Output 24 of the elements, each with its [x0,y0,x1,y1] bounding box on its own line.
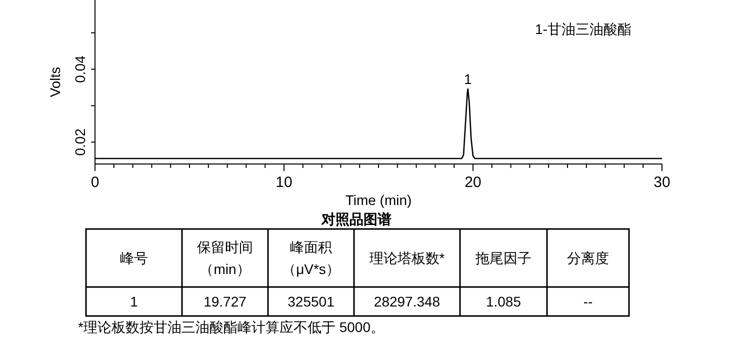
x-tick-label: 10 [276,174,292,191]
x-axis-title: Time (min) [345,192,412,208]
y-axis-title: Volts [47,66,63,98]
annotation: 1-甘油三油酸酯 [535,21,632,37]
y-tick-label: 0.02 [72,128,88,156]
text: 28297.348 [374,294,440,310]
y-tick-label: 0.04 [72,55,88,83]
annotation: 1 [464,70,472,87]
text: *理论板数按甘油三油酸酯峰计算应不低于 5000。 [78,319,384,335]
text: 峰面积（μV*s） [282,239,340,277]
text: 对照品图谱 [320,211,392,227]
text: 拖尾因子 [474,250,532,266]
text: 1.085 [486,294,522,310]
text: -- [583,294,593,310]
text: 325501 [288,294,335,310]
text: 理论塔板数* [369,250,446,266]
text: 分离度 [567,250,609,266]
x-tick-label: 20 [464,174,482,191]
x-tick-label: 30 [654,174,670,191]
text: 保留时间（min） [197,239,253,277]
x-tick-label: 0 [90,174,100,191]
text: 1 [130,294,138,310]
text: 19.727 [204,294,247,310]
text: 峰号 [120,250,148,266]
